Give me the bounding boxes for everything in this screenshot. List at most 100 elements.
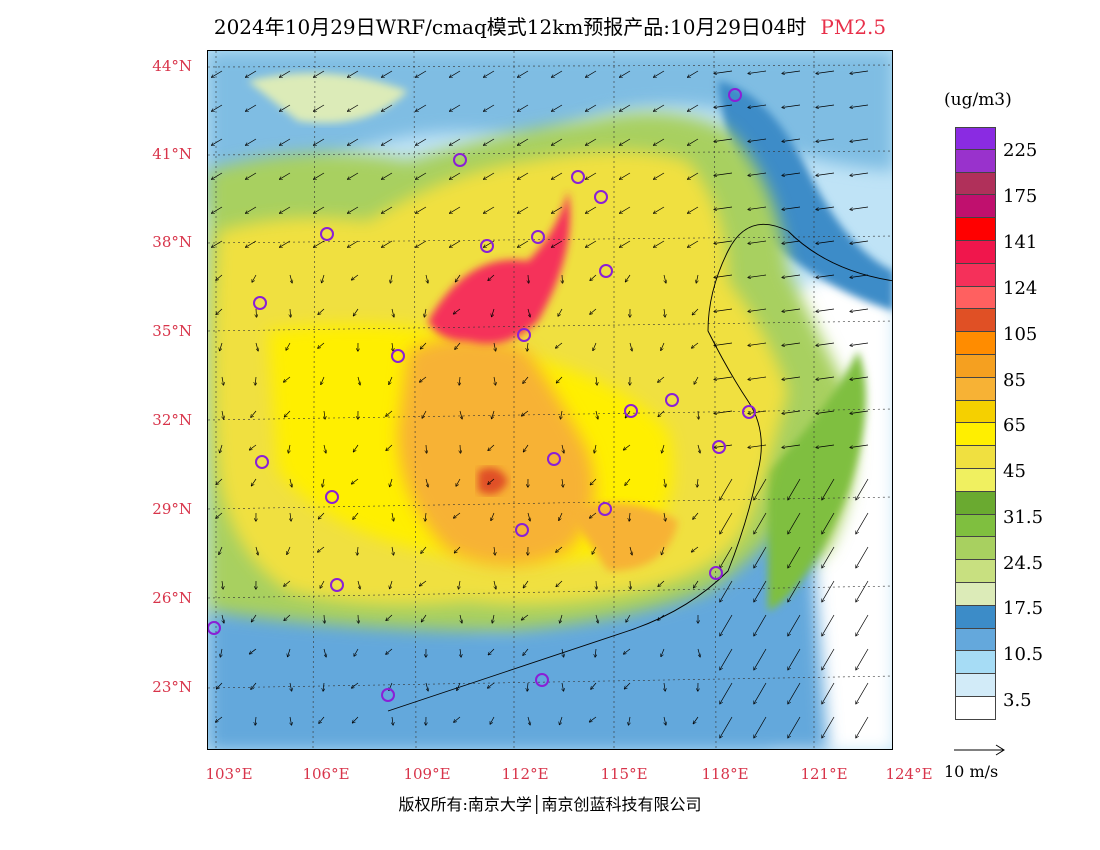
wind-arrow: [390, 580, 393, 589]
wind-arrow: [754, 580, 767, 602]
city-marker: [742, 405, 756, 419]
wind-arrow: [586, 70, 597, 77]
wind-arrow: [460, 444, 461, 453]
wind-arrow: [658, 410, 665, 417]
wind-arrow: [416, 70, 427, 77]
legend-label: 45: [1003, 461, 1026, 482]
wind-arrow: [250, 648, 257, 654]
wind-arrow: [348, 172, 359, 179]
east-coast-green: [768, 351, 866, 611]
wind-arrow: [782, 274, 801, 278]
city-marker: [665, 393, 679, 407]
legend-swatch: [955, 582, 996, 606]
wind-arrow: [620, 240, 631, 247]
graticule: [208, 51, 892, 749]
legend-label: 124: [1003, 278, 1038, 299]
wind-arrow: [222, 376, 224, 385]
legend-unit: (ug/m3): [944, 90, 1012, 110]
wind-arrow: [586, 206, 597, 213]
wind-arrow: [256, 308, 257, 317]
wind-arrow: [217, 682, 223, 689]
wind-arrow: [354, 308, 359, 316]
wind-arrow: [527, 342, 528, 351]
wind-arrow: [416, 138, 427, 145]
wind-arrow: [697, 444, 700, 453]
wind-arrow: [748, 444, 767, 448]
wind-arrow: [518, 172, 529, 179]
pollutant-label: PM2.5: [820, 15, 887, 39]
wind-arrow: [357, 376, 360, 385]
wind-arrow: [353, 512, 359, 519]
wind-arrow: [523, 648, 529, 655]
wind-arrow: [822, 512, 835, 534]
wind-arrow: [754, 478, 767, 500]
legend-swatch: [955, 172, 996, 196]
city-marker: [325, 490, 339, 504]
wind-arrow: [664, 512, 666, 521]
wind-arrow: [348, 70, 359, 77]
wind-arrow: [586, 138, 597, 145]
city-marker: [208, 621, 221, 635]
map-title: 2024年10月29日WRF/cmaq模式12km预报产品:10月29日04时 P…: [0, 11, 1100, 40]
copyright-notice: 版权所有:南京大学│南京创蓝科技有限公司: [398, 795, 702, 814]
wind-arrow: [319, 716, 325, 723]
wind-arrow: [246, 240, 257, 247]
wind-arrow: [352, 682, 359, 688]
northeast-clean-band: [718, 81, 892, 311]
wind-arrow: [216, 308, 223, 314]
wind-arrow: [288, 444, 290, 453]
wind-arrow: [856, 512, 869, 534]
wind-arrow: [450, 104, 461, 111]
wind-arrow: [290, 716, 292, 725]
city-marker: [547, 452, 561, 466]
wind-arrow: [816, 342, 835, 346]
wind-arrow: [324, 410, 325, 419]
wind-arrow: [494, 546, 495, 555]
wind-arrow: [856, 580, 869, 602]
legend-swatch: [955, 377, 996, 401]
wind-arrow: [518, 240, 529, 247]
wind-arrow: [348, 104, 359, 111]
wind-arrow: [314, 104, 325, 111]
wind-arrow: [450, 138, 461, 145]
wind-arrow: [664, 682, 665, 691]
wind-arrow: [788, 682, 801, 704]
lat-label: 26°N: [152, 589, 192, 607]
wind-arrow: [353, 716, 359, 723]
wind-arrow: [625, 478, 631, 485]
map-canvas: [208, 51, 892, 749]
wind-arrow: [318, 342, 325, 348]
wind-arrow: [822, 682, 835, 704]
wind-arrow: [422, 614, 427, 622]
wind-arrow: [280, 70, 291, 77]
wind-arrow: [748, 240, 767, 244]
wind-arrow: [714, 70, 733, 74]
wind-arrow: [484, 138, 495, 145]
city-marker: [480, 239, 494, 253]
wind-arrow: [357, 580, 360, 589]
wind-arrow: [595, 648, 596, 657]
wind-arrow: [714, 104, 733, 108]
wind-arrow: [688, 104, 699, 111]
legend-label: 141: [1003, 232, 1038, 253]
wind-arrow: [782, 376, 801, 380]
wind-arrow: [352, 274, 359, 280]
wind-arrow: [625, 682, 631, 689]
wind-arrow: [850, 70, 869, 74]
city-marker: [381, 688, 395, 702]
wind-arrow: [212, 138, 223, 145]
wind-arrow: [782, 342, 801, 346]
wind-arrow: [222, 580, 223, 589]
wind-arrow: [658, 614, 665, 620]
wind-arrow: [748, 70, 767, 74]
wind-arrow: [286, 342, 291, 350]
wind-arrow: [664, 274, 666, 283]
wind-arrow: [314, 70, 325, 77]
wind-arrow: [287, 546, 291, 554]
wind-arrow: [318, 308, 325, 314]
wind-arrow: [219, 546, 223, 554]
wind-arrow: [850, 274, 869, 278]
legend-swatch: [955, 446, 996, 469]
wind-arrow: [562, 274, 563, 283]
wind-arrow: [386, 410, 393, 416]
